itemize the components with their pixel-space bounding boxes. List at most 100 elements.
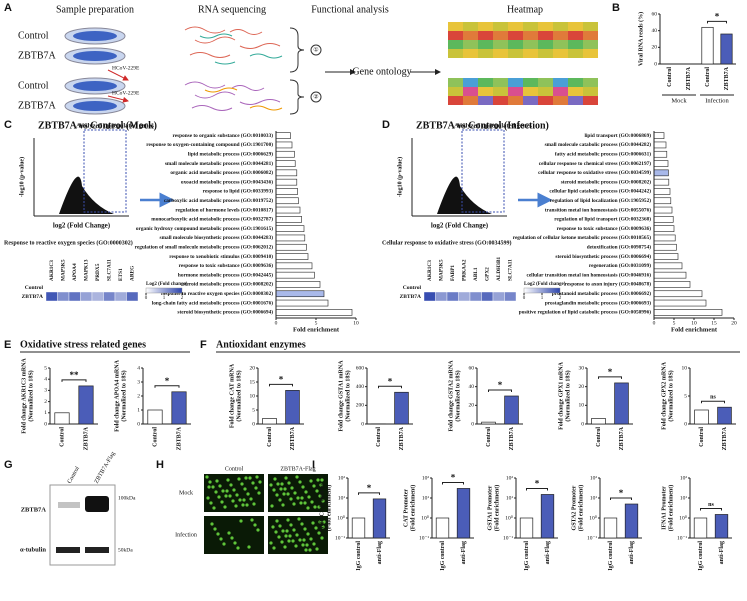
gene-label: SLC7A11 xyxy=(507,259,513,281)
cell-art xyxy=(276,482,280,486)
y-tick-label: 0 xyxy=(44,421,47,427)
y-tick-label: 0 xyxy=(684,421,687,427)
cell-art xyxy=(278,524,282,528)
y-tick-label: 60 xyxy=(469,365,475,371)
x-tick-label: ZBTB7A xyxy=(619,426,625,450)
significance-bracket xyxy=(700,507,722,511)
cell-art xyxy=(230,536,234,540)
y-tick-label: 10¹ xyxy=(506,495,514,501)
y-axis-label: Viral RNA reads (%) xyxy=(637,12,644,66)
cell-art xyxy=(271,525,275,529)
heatmap-cell-art xyxy=(463,78,478,87)
colorbar xyxy=(523,287,561,294)
blot xyxy=(49,484,116,566)
term-label: response to xenobiotic stimulus (GO:0009… xyxy=(169,253,273,260)
y-tick-label: 4 xyxy=(44,376,47,382)
enrichment-bar xyxy=(653,271,687,279)
heatmap-cell xyxy=(68,282,81,293)
cell-art xyxy=(256,528,260,532)
heatmap-cell-art xyxy=(538,22,553,31)
cell-art xyxy=(322,520,326,524)
bar xyxy=(720,33,733,65)
bar xyxy=(701,26,714,65)
cell-art xyxy=(320,536,324,540)
significance-label: * xyxy=(279,374,284,384)
cell-art xyxy=(248,476,252,480)
heatmap-cell-art xyxy=(478,31,493,40)
heatmap-cell xyxy=(80,291,93,302)
cell-art xyxy=(215,479,219,483)
y-tick-label: 10⁻¹ xyxy=(419,535,429,541)
cell-art xyxy=(286,492,290,496)
heatmap-cell-art xyxy=(448,87,463,96)
y-axis-label: (Normalized to 18S) xyxy=(667,370,674,421)
significance-label: * xyxy=(715,11,720,21)
box-label: Analyzed upregulated genes xyxy=(76,122,154,129)
y-tick-label: 400 xyxy=(356,384,365,390)
term-label: prostanoid metabolic process (GO:0006692… xyxy=(552,290,651,297)
cell-art xyxy=(309,537,313,541)
cell-art xyxy=(240,482,244,486)
y-tick-label: 0 xyxy=(654,61,657,67)
heatmap-cell xyxy=(469,291,482,302)
column-label: ZBTB7A-Flag xyxy=(280,466,315,472)
cell-art xyxy=(252,502,256,506)
heatmap-cell-art xyxy=(553,96,568,105)
y-tick-label: 10⁰ xyxy=(589,514,598,521)
x-axis-label: Fold enrichment xyxy=(293,326,340,333)
y-tick-label: 10⁻¹ xyxy=(503,535,513,541)
cell-art xyxy=(208,480,212,484)
cell-art xyxy=(304,490,308,494)
heatmap-cell-art xyxy=(478,78,493,87)
cell-art xyxy=(223,505,227,509)
colorbar-tick-label: 0 xyxy=(145,296,148,301)
heatmap-cell xyxy=(446,291,459,302)
cell-art xyxy=(315,547,319,551)
bar xyxy=(435,517,450,539)
significance-bracket xyxy=(598,376,622,379)
y-axis-label: -log10 (p-value) xyxy=(396,157,403,197)
y-tick-label: 20 xyxy=(250,365,256,371)
cell-art xyxy=(231,499,235,503)
term-label: cellular response to oxidative stress (G… xyxy=(538,169,651,176)
cell-art xyxy=(228,494,232,498)
significance-label: * xyxy=(367,483,372,493)
heatmap-cell xyxy=(126,282,139,293)
cell-art xyxy=(250,518,254,522)
y-tick-label: 4 xyxy=(137,365,140,371)
x-tick-label: IgG control xyxy=(356,541,362,571)
heatmap-cell xyxy=(57,282,70,293)
cell-art xyxy=(306,506,310,510)
panel-label: A xyxy=(4,2,12,14)
heatmap-cell-art xyxy=(508,31,523,40)
gene-label: MAP3K5 xyxy=(60,259,66,281)
heatmap-title: Cellular response to oxidative stress (G… xyxy=(382,239,512,246)
enrichment-bar xyxy=(653,150,668,158)
panel-label: I xyxy=(312,459,315,471)
y-tick-label: 3 xyxy=(44,388,47,394)
x-tick-label: Control xyxy=(699,427,705,447)
term-label: response to reactive oxygen species (GO:… xyxy=(161,290,273,297)
heatmap-cell xyxy=(481,282,494,293)
gene-label: FABP1 xyxy=(450,265,456,281)
cell-art xyxy=(237,477,241,481)
heatmap-cell xyxy=(492,282,505,293)
cell-art xyxy=(245,503,249,507)
bar xyxy=(540,494,555,539)
term-label: response to organic substance (GO:001003… xyxy=(172,132,273,139)
cell-art xyxy=(283,487,287,491)
cell-art xyxy=(281,503,285,507)
bar xyxy=(714,514,729,539)
enrichment-bar xyxy=(275,281,321,288)
x-tick-label: anti-Flag xyxy=(719,541,725,564)
heatmap-cell-art xyxy=(538,96,553,105)
x-tick-label: 5 xyxy=(315,320,318,326)
cell-art xyxy=(302,538,306,542)
gene-label: PRDX5 xyxy=(95,263,101,281)
heatmap-cell xyxy=(114,282,127,293)
x-tick-label: Control xyxy=(267,427,273,447)
y-tick-label: 10⁻¹ xyxy=(677,535,687,541)
x-tick-label: anti-Flag xyxy=(629,541,635,564)
x-tick-label: ZBTB7A xyxy=(686,66,692,90)
